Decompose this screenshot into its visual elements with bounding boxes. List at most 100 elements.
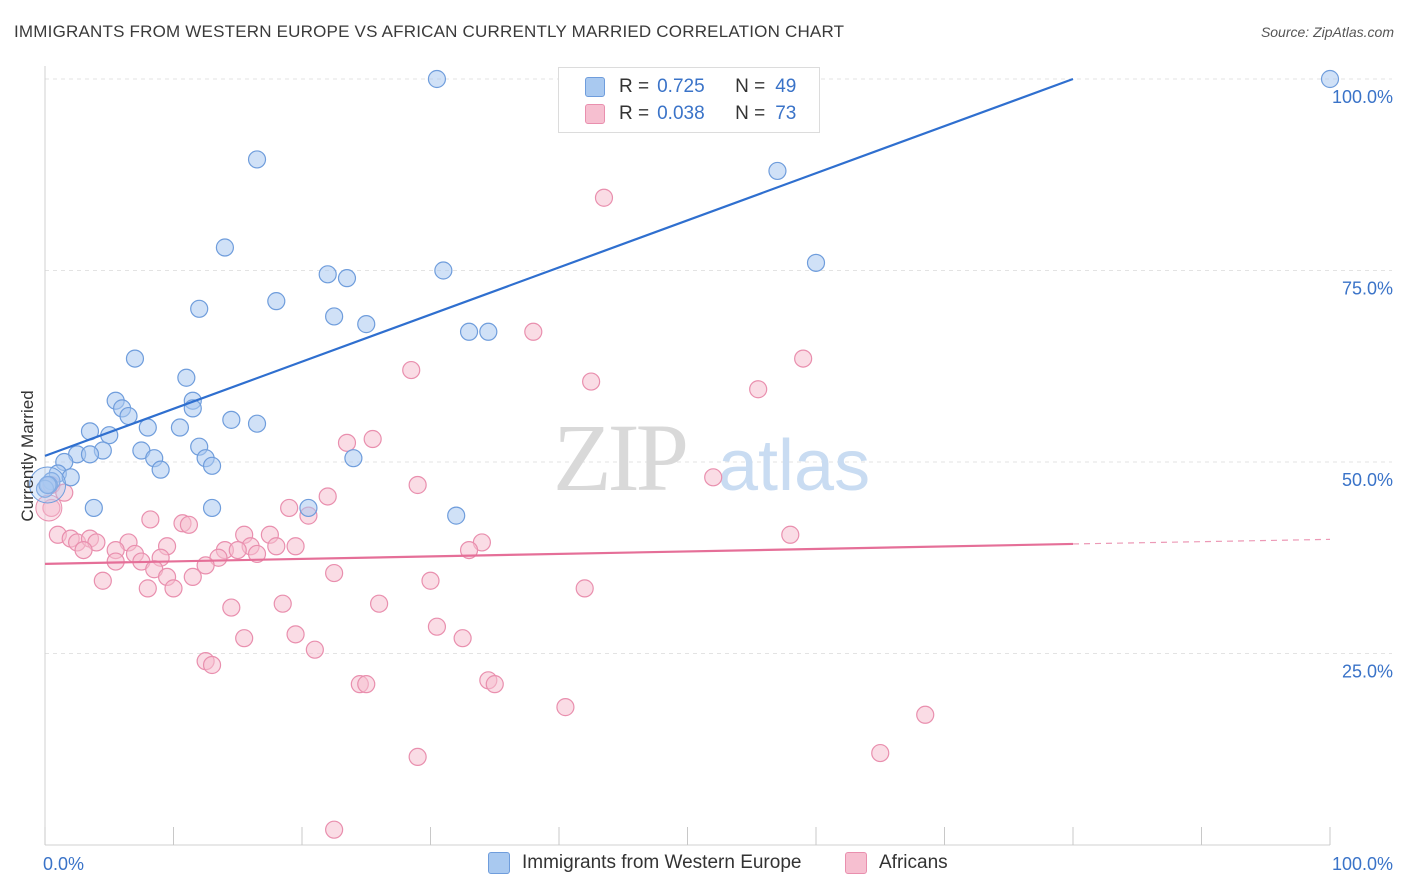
watermark: ZIP atlas <box>553 404 870 511</box>
africans-point <box>318 487 337 506</box>
series-legend-africans: Africans <box>845 852 948 874</box>
western-europe-cluster <box>29 466 67 504</box>
africans-point <box>235 629 254 648</box>
africans-point <box>325 563 344 583</box>
chart-title: IMMIGRANTS FROM WESTERN EUROPE VS AFRICA… <box>14 22 845 41</box>
series-label-africans: Africans <box>879 852 948 873</box>
africans-point <box>202 655 222 675</box>
africans-point <box>871 743 890 763</box>
legend-swatch-pink <box>585 104 605 124</box>
africans-trend-line <box>44 542 1074 565</box>
trend-lines <box>44 77 1331 565</box>
western-europe-point <box>427 69 447 89</box>
africans-point <box>305 640 324 659</box>
western-europe-point <box>247 414 267 433</box>
western-europe-point <box>357 315 376 334</box>
y-tick-label: 75.0% <box>1342 279 1393 299</box>
africans-point <box>74 540 93 560</box>
africans-point <box>370 594 389 613</box>
legend-n-label: N = <box>735 103 766 124</box>
western-europe-point <box>80 445 100 464</box>
series-swatch-blue <box>488 852 510 874</box>
western-europe-point <box>479 322 498 341</box>
legend-swatch-blue <box>585 77 605 97</box>
western-europe-point <box>344 449 363 468</box>
africans-point <box>704 468 723 487</box>
western-europe-point <box>222 410 241 429</box>
africans-point <box>286 625 305 644</box>
western-europe-point <box>299 498 318 518</box>
western-europe-point <box>38 475 57 495</box>
western-europe-point <box>325 307 344 326</box>
africans-point <box>453 629 472 648</box>
legend-r-value-pink: 0.038 <box>657 103 705 124</box>
legend-n-value-pink: 73 <box>775 103 797 124</box>
watermark-zip: ZIP <box>553 404 686 511</box>
africans-point <box>286 537 305 556</box>
western-europe-point <box>125 349 145 368</box>
western-europe-point <box>337 269 357 288</box>
axes <box>44 66 1331 846</box>
legend-r-label: R = <box>619 76 650 97</box>
africans-point <box>247 544 267 564</box>
western-europe-point <box>1320 69 1340 89</box>
africans-points <box>35 188 935 839</box>
africans-point <box>427 617 447 636</box>
africans-point <box>267 537 286 556</box>
western-europe-point <box>190 299 209 318</box>
africans-point <box>402 360 421 380</box>
africans-point <box>337 433 357 452</box>
africans-point <box>164 579 183 598</box>
y-tick-label: 25.0% <box>1342 662 1393 682</box>
legend-row-africans: R = 0.038 N = 73 <box>585 101 797 127</box>
africans-trend-extension <box>1072 538 1331 545</box>
africans-point <box>408 747 427 767</box>
africans-point <box>749 380 768 399</box>
africans-point <box>916 705 935 724</box>
series-legend-western-europe: Immigrants from Western Europe <box>488 852 801 874</box>
africans-point <box>228 540 247 560</box>
africans-point <box>183 567 202 587</box>
x-tick-label: 100.0% <box>1332 854 1393 874</box>
y-tick-label: 100.0% <box>1332 87 1393 107</box>
africans-point <box>141 510 160 529</box>
africans-point <box>357 675 376 694</box>
y-axis-label: Currently Married <box>18 390 37 521</box>
africans-point <box>273 594 292 613</box>
africans-point <box>93 571 112 590</box>
africans-point <box>325 820 344 839</box>
western-europe-point <box>806 253 826 272</box>
western-europe-trend-line <box>44 77 1074 457</box>
legend-row-western-europe: R = 0.725 N = 49 <box>585 74 796 100</box>
western-europe-point <box>459 322 479 341</box>
western-europe-point <box>434 261 453 280</box>
africans-point <box>42 498 61 518</box>
africans-point <box>408 475 427 495</box>
western-europe-points <box>29 69 1340 525</box>
western-europe-point <box>768 161 787 181</box>
africans-point <box>781 525 800 544</box>
western-europe-point <box>447 506 466 525</box>
legend-r-label: R = <box>619 103 650 124</box>
western-europe-point <box>267 292 286 311</box>
legend-n-label: N = <box>735 76 766 97</box>
western-europe-point <box>138 418 157 437</box>
western-europe-point <box>61 468 80 487</box>
series-label-western-europe: Immigrants from Western Europe <box>522 852 802 873</box>
western-europe-point <box>202 456 222 475</box>
western-europe-point <box>170 418 190 437</box>
africans-point <box>421 571 440 590</box>
western-europe-point <box>202 498 222 518</box>
africans-point <box>459 540 479 560</box>
x-tick-label: 0.0% <box>43 854 84 874</box>
western-europe-point <box>215 238 234 257</box>
series-swatch-pink <box>845 852 867 874</box>
africans-point <box>222 598 241 617</box>
africans-point <box>179 515 199 534</box>
watermark-atlas: atlas <box>718 426 870 506</box>
africans-point <box>280 498 299 518</box>
western-europe-point <box>318 265 337 284</box>
western-europe-point <box>151 460 170 479</box>
africans-point <box>524 322 543 341</box>
